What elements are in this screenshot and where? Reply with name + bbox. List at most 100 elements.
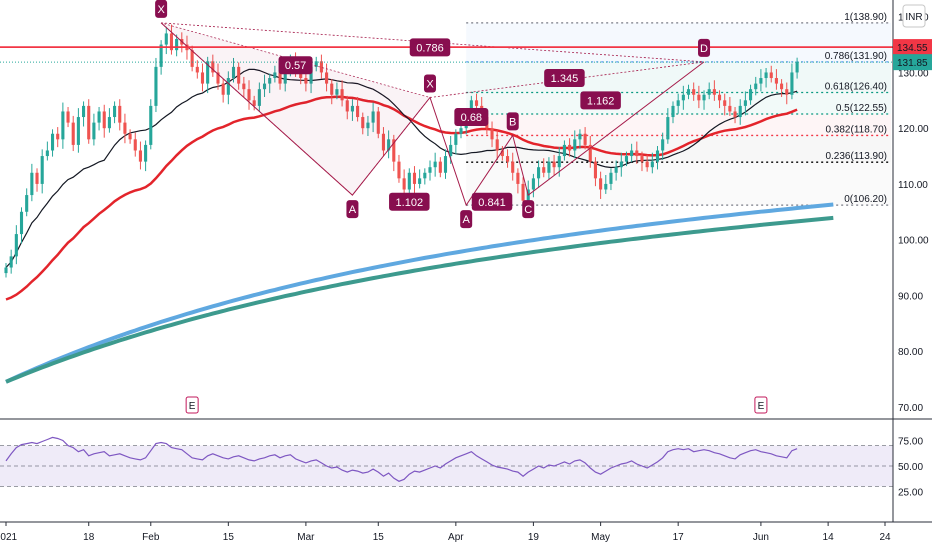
candle-body[interactable] — [226, 78, 230, 95]
candle-body[interactable] — [128, 133, 132, 140]
candle-body[interactable] — [655, 150, 660, 162]
candle-body[interactable] — [619, 161, 623, 168]
candle-body[interactable] — [780, 83, 784, 90]
candle-body[interactable] — [25, 195, 29, 212]
candle-body[interactable] — [562, 144, 566, 157]
candle-body[interactable] — [449, 144, 453, 157]
candle-body[interactable] — [423, 172, 427, 179]
candle-body[interactable] — [252, 100, 256, 106]
candle-body[interactable] — [707, 89, 711, 95]
candle-body[interactable] — [738, 105, 742, 118]
candle-body[interactable] — [371, 111, 375, 123]
candle-body[interactable] — [123, 122, 127, 134]
candle-body[interactable] — [552, 161, 556, 168]
candle-body[interactable] — [159, 44, 163, 67]
candle-body[interactable] — [630, 150, 634, 157]
candle-body[interactable] — [764, 72, 768, 79]
candle-body[interactable] — [102, 111, 106, 129]
candle-body[interactable] — [169, 33, 174, 51]
candle-body[interactable] — [50, 133, 55, 151]
candle-body[interactable] — [454, 133, 458, 145]
candle-body[interactable] — [531, 178, 535, 190]
candle-body[interactable] — [650, 161, 654, 168]
candle-body[interactable] — [723, 100, 727, 106]
candle-body[interactable] — [666, 117, 670, 140]
candle-body[interactable] — [314, 61, 318, 67]
candle-body[interactable] — [573, 139, 577, 151]
candle-body[interactable] — [366, 122, 370, 129]
candle-body[interactable] — [397, 161, 401, 179]
candle-body[interactable] — [247, 89, 251, 101]
candle-body[interactable] — [717, 94, 722, 101]
candle-body[interactable] — [593, 161, 597, 179]
candle-body[interactable] — [231, 66, 236, 79]
candle-body[interactable] — [733, 111, 737, 118]
candle-body[interactable] — [195, 66, 199, 73]
candle-body[interactable] — [588, 144, 592, 162]
candle-body[interactable] — [87, 105, 91, 140]
candle-body[interactable] — [537, 167, 541, 179]
candle-body[interactable] — [728, 105, 732, 112]
earnings-marker[interactable] — [185, 396, 199, 414]
candle-body[interactable] — [438, 161, 442, 173]
candle-body[interactable] — [505, 156, 510, 162]
candle-body[interactable] — [376, 111, 380, 134]
candle-body[interactable] — [578, 133, 582, 140]
candle-body[interactable] — [71, 122, 75, 145]
candle-body[interactable] — [754, 83, 758, 90]
candle-body[interactable] — [138, 150, 142, 162]
candle-body[interactable] — [164, 33, 168, 45]
candle-body[interactable] — [268, 78, 272, 84]
candle-body[interactable] — [4, 267, 8, 274]
rsi-pane[interactable] — [0, 436, 893, 487]
candle-body[interactable] — [412, 172, 417, 184]
candle-body[interactable] — [299, 72, 303, 79]
candle-body[interactable] — [190, 50, 194, 67]
candle-body[interactable] — [774, 78, 778, 84]
candle-body[interactable] — [433, 161, 437, 168]
candle-body[interactable] — [319, 61, 323, 73]
candle-body[interactable] — [19, 211, 24, 235]
candle-body[interactable] — [387, 139, 391, 151]
candle-body[interactable] — [30, 172, 34, 196]
candle-body[interactable] — [175, 39, 179, 51]
candle-body[interactable] — [325, 72, 329, 84]
candle-body[interactable] — [309, 66, 313, 84]
candle-body[interactable] — [474, 100, 479, 106]
candle-body[interactable] — [144, 144, 148, 162]
candle-body[interactable] — [795, 62, 799, 73]
candle-body[interactable] — [681, 94, 685, 101]
candle-body[interactable] — [604, 183, 608, 190]
candle-body[interactable] — [495, 139, 499, 151]
candle-body[interactable] — [381, 133, 386, 151]
candle-body[interactable] — [692, 89, 696, 95]
candle-body[interactable] — [614, 167, 618, 173]
candle-body[interactable] — [361, 117, 365, 129]
candle-body[interactable] — [335, 89, 339, 95]
candle-body[interactable] — [216, 72, 220, 84]
candle-body[interactable] — [61, 111, 65, 140]
candle-body[interactable] — [516, 172, 520, 184]
candle-body[interactable] — [428, 167, 432, 173]
candle-body[interactable] — [283, 66, 287, 84]
candle-body[interactable] — [221, 83, 225, 95]
candle-body[interactable] — [712, 89, 716, 95]
candle-body[interactable] — [759, 78, 763, 84]
candle-body[interactable] — [785, 89, 789, 95]
candle-body[interactable] — [330, 83, 334, 95]
candle-body[interactable] — [257, 89, 261, 106]
candle-body[interactable] — [350, 105, 354, 112]
candle-body[interactable] — [402, 178, 406, 190]
candle-body[interactable] — [547, 161, 551, 173]
candle-body[interactable] — [568, 144, 572, 151]
candle-body[interactable] — [262, 83, 267, 90]
candle-body[interactable] — [273, 72, 277, 79]
candle-body[interactable] — [640, 156, 644, 162]
candle-body[interactable] — [9, 256, 13, 268]
candle-body[interactable] — [242, 83, 246, 90]
candle-body[interactable] — [418, 178, 422, 184]
candle-body[interactable] — [676, 100, 680, 106]
candle-body[interactable] — [200, 72, 205, 84]
candle-body[interactable] — [645, 161, 649, 168]
